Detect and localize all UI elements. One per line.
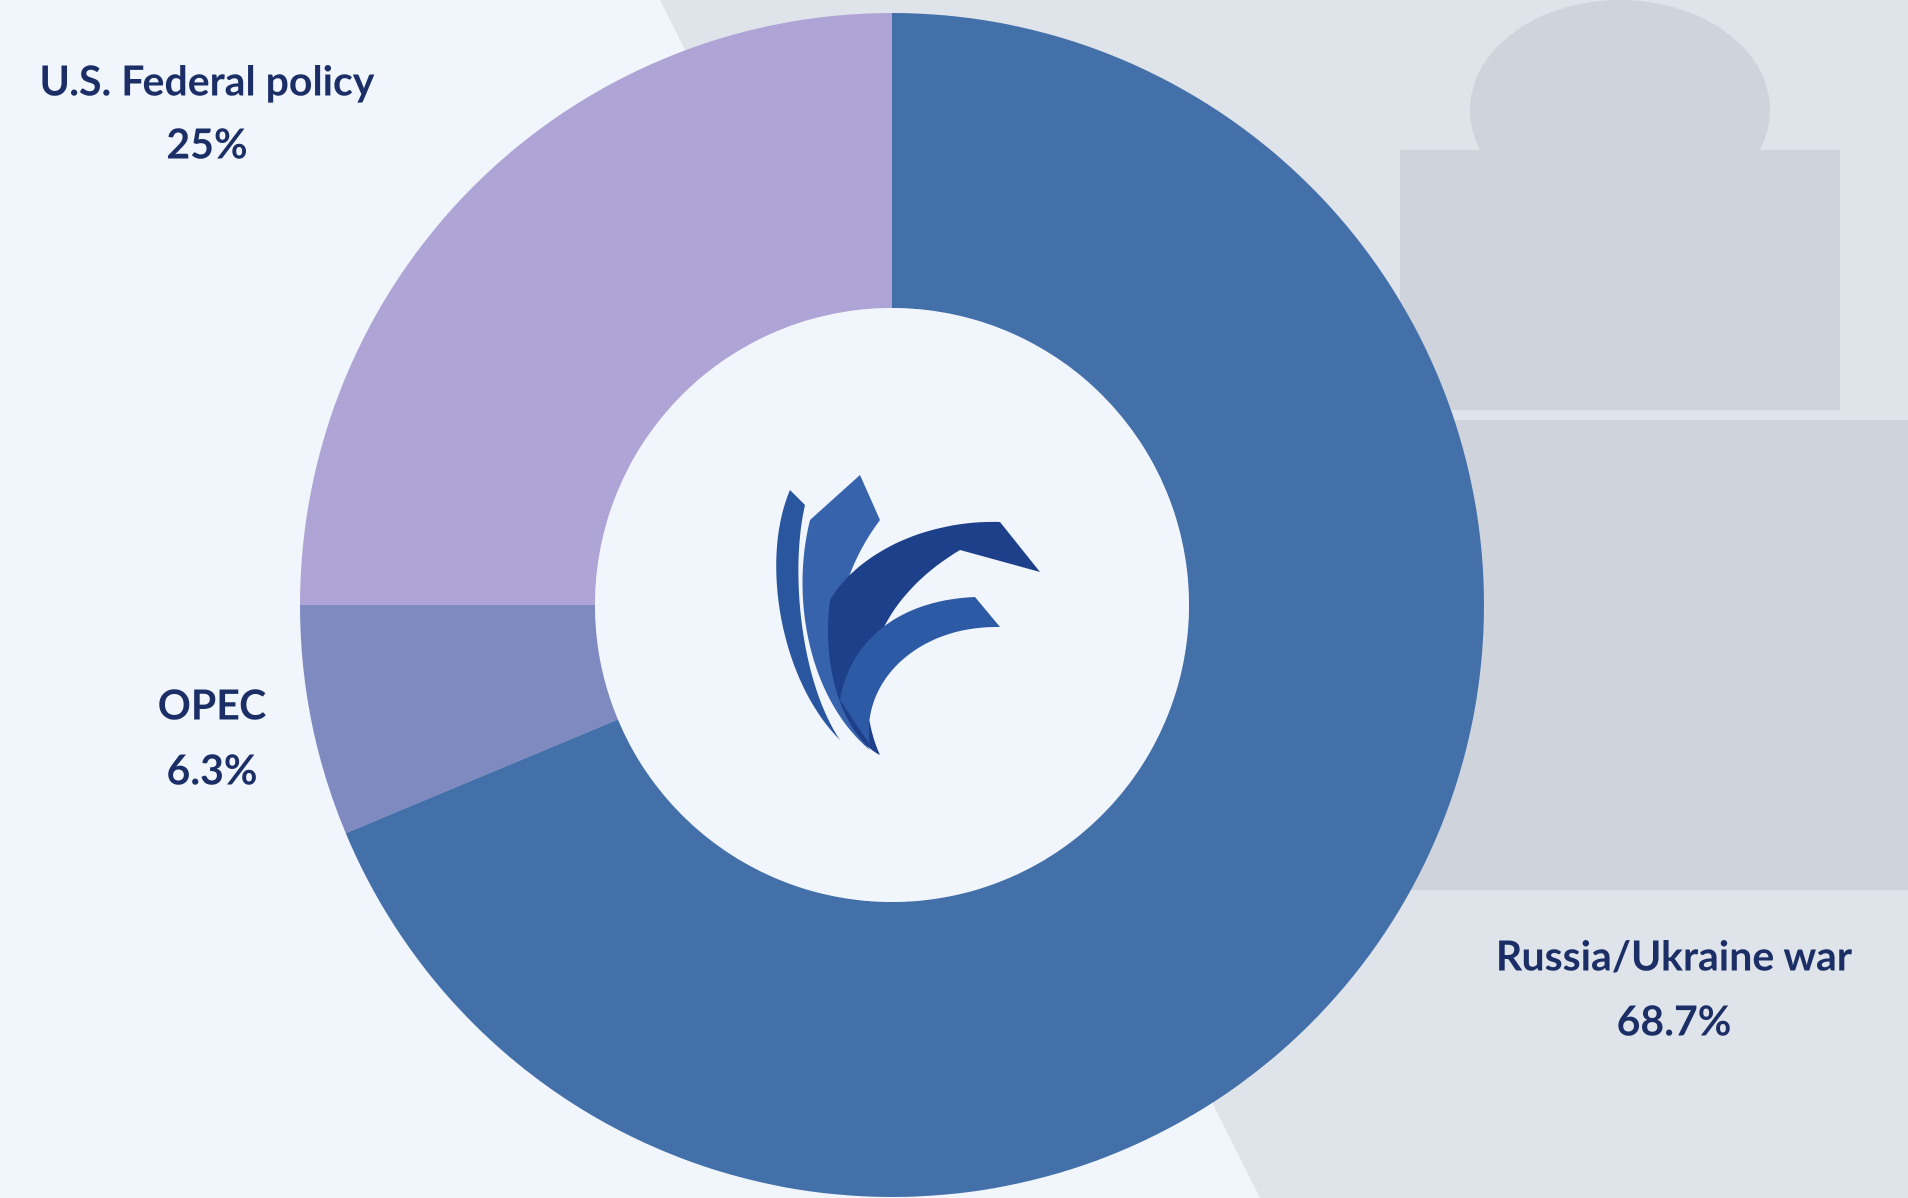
segment-label: Russia/Ukraine war <box>1496 931 1853 980</box>
segment-label: OPEC <box>158 680 267 729</box>
page: Russia/Ukraine war 68.7% OPEC 6.3% U.S. Fede… <box>0 0 1908 1198</box>
value-label: 6.3% <box>167 745 258 794</box>
value-label: 25% <box>166 119 247 168</box>
value-label: 68.7% <box>1617 996 1732 1045</box>
segment-label: U.S. Federal policy <box>40 56 375 105</box>
chart: Russia/Ukraine war 68.7% OPEC 6.3% U.S. Fede… <box>0 0 1908 1198</box>
